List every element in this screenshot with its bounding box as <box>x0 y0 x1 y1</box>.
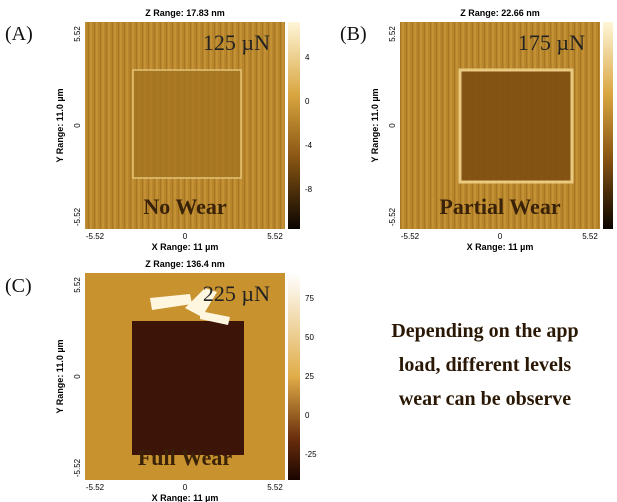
wear-square <box>132 321 244 455</box>
panel-label: (C) <box>5 275 32 297</box>
y-axis-label: Y Range: 11.0 µm <box>55 339 65 413</box>
load: 175 µN <box>518 30 585 55</box>
y-axis-label: Y Range: 11.0 µm <box>55 88 65 162</box>
panel-label: (A) <box>5 23 33 45</box>
y-tick: 0 <box>73 123 82 128</box>
wear-level: Full Wear <box>138 445 233 470</box>
colorbar-tick: -4 <box>305 141 313 150</box>
y-tick: 5.52 <box>73 277 82 293</box>
y-tick: 0 <box>73 374 82 379</box>
colorbar-tick: 0 <box>305 411 310 420</box>
z-range: Z Range: 22.66 nm <box>460 8 540 18</box>
y-axis-label: Y Range: 11.0 µm <box>370 88 380 162</box>
wear-square <box>132 69 242 179</box>
z-range: Z Range: 17.83 nm <box>145 8 225 18</box>
y-tick: 5.52 <box>388 26 397 42</box>
x-tick: 5.52 <box>267 483 283 492</box>
x-tick: 0 <box>183 483 188 492</box>
load: 225 µN <box>203 281 270 306</box>
caption-line: load, different levels <box>399 354 572 376</box>
x-tick: 0 <box>498 232 503 241</box>
x-tick: 0 <box>183 232 188 241</box>
x-axis-label: X Range: 11 µm <box>152 493 219 502</box>
x-tick: -5.52 <box>86 483 105 492</box>
x-axis-label: X Range: 11 µm <box>467 242 534 252</box>
y-tick: 0 <box>388 123 397 128</box>
colorbar-tick: 50 <box>305 333 314 342</box>
colorbar <box>288 273 300 480</box>
colorbar <box>288 22 300 229</box>
panel-label: (B) <box>340 23 367 45</box>
wear-level: Partial Wear <box>439 194 560 219</box>
caption-line: Depending on the app <box>391 320 578 342</box>
wear-level: No Wear <box>143 194 227 219</box>
x-tick: 5.52 <box>582 232 598 241</box>
z-range: Z Range: 136.4 nm <box>145 259 225 269</box>
colorbar-tick: 75 <box>305 294 314 303</box>
colorbar-tick: 25 <box>305 372 314 381</box>
colorbar-tick: 4 <box>305 53 310 62</box>
load: 125 µN <box>203 30 270 55</box>
y-tick: 5.52 <box>73 26 82 42</box>
colorbar-tick: -25 <box>305 450 317 459</box>
colorbar <box>603 22 613 229</box>
x-tick: -5.52 <box>86 232 105 241</box>
wear-square <box>458 68 574 184</box>
x-axis-label: X Range: 11 µm <box>152 242 219 252</box>
x-tick: -5.52 <box>401 232 420 241</box>
colorbar-tick: -8 <box>305 185 313 194</box>
debris <box>150 288 230 325</box>
y-tick: -5.52 <box>73 458 82 477</box>
x-tick: 5.52 <box>267 232 283 241</box>
y-tick: -5.52 <box>388 207 397 226</box>
colorbar-tick: 0 <box>305 97 310 106</box>
y-tick: -5.52 <box>73 207 82 226</box>
caption-line: wear can be observe <box>399 388 571 410</box>
